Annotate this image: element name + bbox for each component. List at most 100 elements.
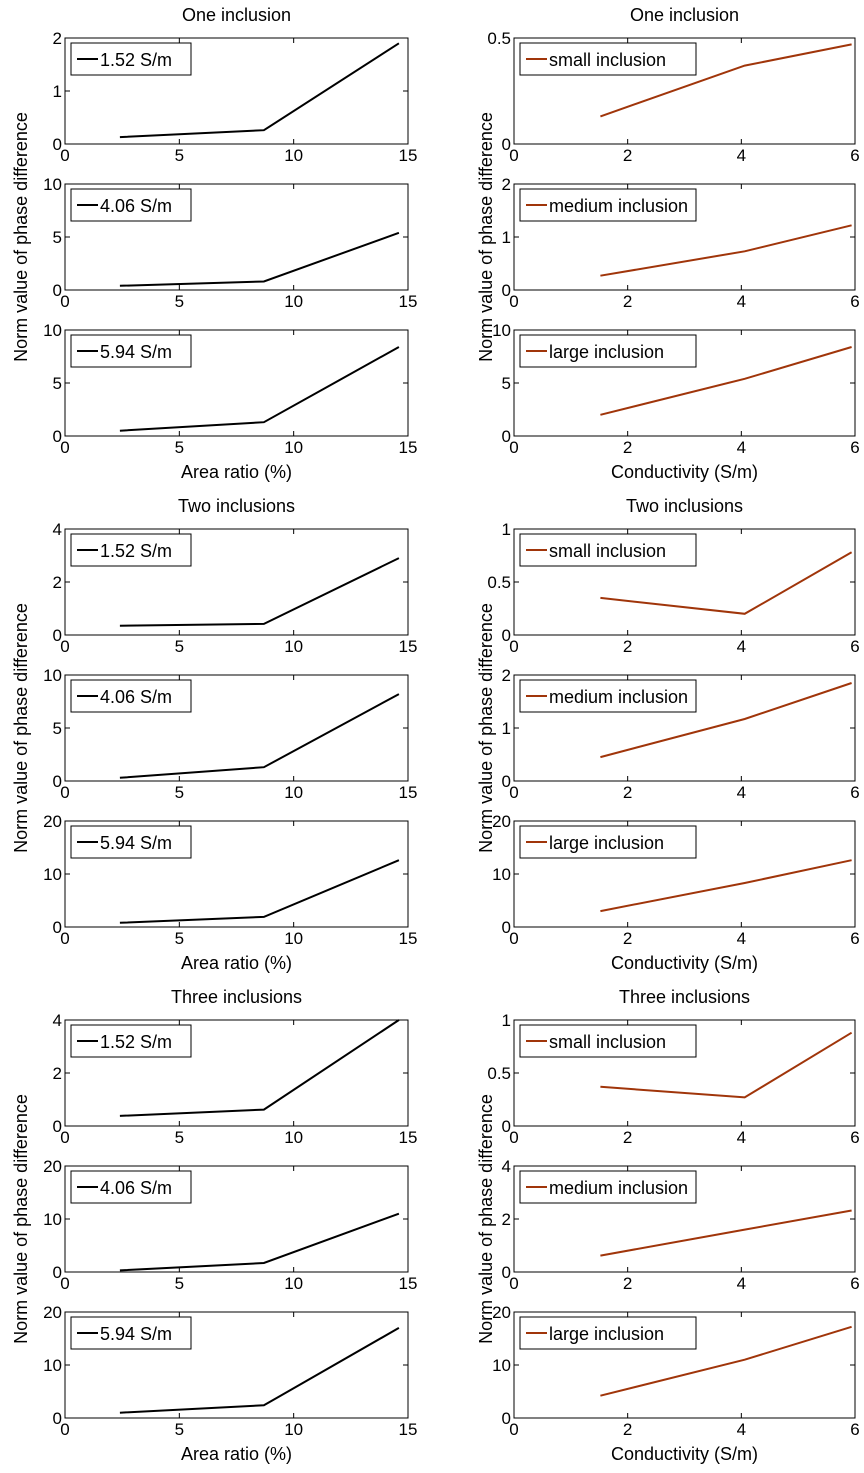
series-line bbox=[119, 231, 400, 287]
y-tick-label: 2 bbox=[502, 1210, 511, 1229]
y-tick-label: 2 bbox=[53, 29, 62, 48]
x-tick-label: 0 bbox=[509, 1128, 518, 1147]
y-tick-label: 0.5 bbox=[487, 573, 511, 592]
x-tick-label: 4 bbox=[737, 438, 746, 457]
y-tick-label: 0.5 bbox=[487, 29, 511, 48]
legend-label: large inclusion bbox=[549, 1324, 664, 1344]
subplot-right-1-2: 0 2 4 6 0 10 20 large inclusion Conductivity (S/… bbox=[492, 812, 860, 973]
x-tick-label: 5 bbox=[175, 1274, 184, 1293]
subplot-left-0-1: 0 5 10 15 0 5 10 4.06 S/m bbox=[43, 175, 417, 311]
subplot-right-2-2: 0 2 4 6 0 10 20 large inclusion Conductivity (S/… bbox=[492, 1303, 860, 1464]
x-axis-label: Conductivity (S/m) bbox=[611, 953, 758, 973]
y-tick-label: 1 bbox=[502, 719, 511, 738]
x-tick-label: 10 bbox=[284, 438, 303, 457]
legend-label: 1.52 S/m bbox=[100, 50, 172, 70]
subplot-right-0-0: 0 2 4 6 0 0.5 small inclusion One inclusion bbox=[487, 5, 859, 165]
x-tick-label: 15 bbox=[399, 1274, 418, 1293]
legend-label: medium inclusion bbox=[549, 1178, 688, 1198]
legend-label: medium inclusion bbox=[549, 196, 688, 216]
y-tick-label: 10 bbox=[43, 1210, 62, 1229]
x-tick-label: 4 bbox=[737, 929, 746, 948]
y-tick-label: 0 bbox=[502, 135, 511, 154]
legend-label: 4.06 S/m bbox=[100, 196, 172, 216]
subplot-left-2-0: 0 5 10 15 0 2 4 1.52 S/m Three inclusions bbox=[53, 987, 418, 1147]
y-tick-label: 0 bbox=[53, 281, 62, 300]
y-tick-label: 0 bbox=[53, 135, 62, 154]
x-tick-label: 15 bbox=[399, 1128, 418, 1147]
subplot-right-1-0: 0 2 4 6 0 0.5 1 small inclusion Two inclusions bbox=[487, 496, 859, 656]
x-tick-label: 4 bbox=[737, 637, 746, 656]
x-tick-label: 0 bbox=[509, 1420, 518, 1439]
y-tick-label: 10 bbox=[43, 321, 62, 340]
series-line bbox=[119, 42, 400, 139]
subplot-right-2-1: 0 2 4 6 0 2 4 medium inclusion bbox=[502, 1157, 860, 1293]
x-tick-label: 6 bbox=[850, 783, 859, 802]
subplot-left-1-2: 0 5 10 15 0 10 20 5.94 S/m Area ratio (%) bbox=[43, 812, 417, 973]
x-axis-label: Conductivity (S/m) bbox=[611, 1444, 758, 1464]
series-line bbox=[119, 1019, 400, 1117]
x-axis-label: Area ratio (%) bbox=[181, 1444, 292, 1464]
x-tick-label: 6 bbox=[850, 1128, 859, 1147]
subplot-title: One inclusion bbox=[182, 5, 291, 25]
y-tick-label: 0 bbox=[502, 1263, 511, 1282]
x-tick-label: 0 bbox=[60, 438, 69, 457]
x-tick-label: 5 bbox=[175, 929, 184, 948]
x-tick-label: 15 bbox=[399, 783, 418, 802]
x-tick-label: 0 bbox=[60, 292, 69, 311]
y-tick-label: 5 bbox=[502, 374, 511, 393]
y-tick-label: 20 bbox=[492, 1303, 511, 1322]
series-line bbox=[119, 693, 400, 779]
x-tick-label: 5 bbox=[175, 146, 184, 165]
series-line bbox=[600, 224, 852, 277]
x-tick-label: 0 bbox=[60, 783, 69, 802]
legend-label: 1.52 S/m bbox=[100, 541, 172, 561]
x-tick-label: 15 bbox=[399, 146, 418, 165]
y-tick-label: 0.5 bbox=[487, 1064, 511, 1083]
y-tick-label: 0 bbox=[53, 626, 62, 645]
y-tick-label: 10 bbox=[43, 175, 62, 194]
series-line bbox=[600, 43, 852, 118]
legend-label: 5.94 S/m bbox=[100, 1324, 172, 1344]
y-axis-label: Norm value of phase difference bbox=[476, 603, 496, 853]
x-tick-label: 10 bbox=[284, 292, 303, 311]
series-line bbox=[600, 1031, 853, 1099]
y-tick-label: 10 bbox=[43, 666, 62, 685]
x-tick-label: 5 bbox=[175, 1420, 184, 1439]
series-line bbox=[119, 1327, 400, 1414]
x-tick-label: 2 bbox=[623, 1128, 632, 1147]
x-tick-label: 4 bbox=[737, 1274, 746, 1293]
x-tick-label: 15 bbox=[399, 1420, 418, 1439]
subplot-right-1-1: 0 2 4 6 0 1 2 medium inclusion bbox=[502, 666, 860, 802]
y-axis-label: Norm value of phase difference bbox=[11, 112, 31, 362]
subplot-left-2-2: 0 5 10 15 0 10 20 5.94 S/m Area ratio (%) bbox=[43, 1303, 417, 1464]
series-line bbox=[119, 1212, 400, 1272]
x-tick-label: 5 bbox=[175, 438, 184, 457]
x-tick-label: 0 bbox=[509, 438, 518, 457]
y-tick-label: 20 bbox=[43, 1157, 62, 1176]
legend-box bbox=[519, 679, 697, 713]
legend-label: 4.06 S/m bbox=[100, 1178, 172, 1198]
legend-label: small inclusion bbox=[549, 1032, 666, 1052]
x-tick-label: 0 bbox=[60, 1128, 69, 1147]
legend-label: large inclusion bbox=[549, 833, 664, 853]
x-tick-label: 10 bbox=[284, 1128, 303, 1147]
x-tick-label: 0 bbox=[60, 637, 69, 656]
legend-label: 1.52 S/m bbox=[100, 1032, 172, 1052]
y-tick-label: 0 bbox=[502, 427, 511, 446]
x-tick-label: 5 bbox=[175, 1128, 184, 1147]
subplot-right-0-2: 0 2 4 6 0 5 10 large inclusion Conductivity (S/m… bbox=[492, 321, 860, 482]
x-tick-label: 2 bbox=[623, 292, 632, 311]
x-tick-label: 6 bbox=[850, 1274, 859, 1293]
x-tick-label: 0 bbox=[60, 1420, 69, 1439]
legend-box bbox=[519, 1316, 697, 1350]
y-tick-label: 10 bbox=[492, 321, 511, 340]
y-tick-label: 4 bbox=[502, 1157, 511, 1176]
x-tick-label: 15 bbox=[399, 438, 418, 457]
legend-label: medium inclusion bbox=[549, 687, 688, 707]
x-tick-label: 6 bbox=[850, 438, 859, 457]
x-tick-label: 4 bbox=[737, 146, 746, 165]
y-tick-label: 10 bbox=[43, 865, 62, 884]
subplot-title: Two inclusions bbox=[626, 496, 743, 516]
x-tick-label: 10 bbox=[284, 637, 303, 656]
